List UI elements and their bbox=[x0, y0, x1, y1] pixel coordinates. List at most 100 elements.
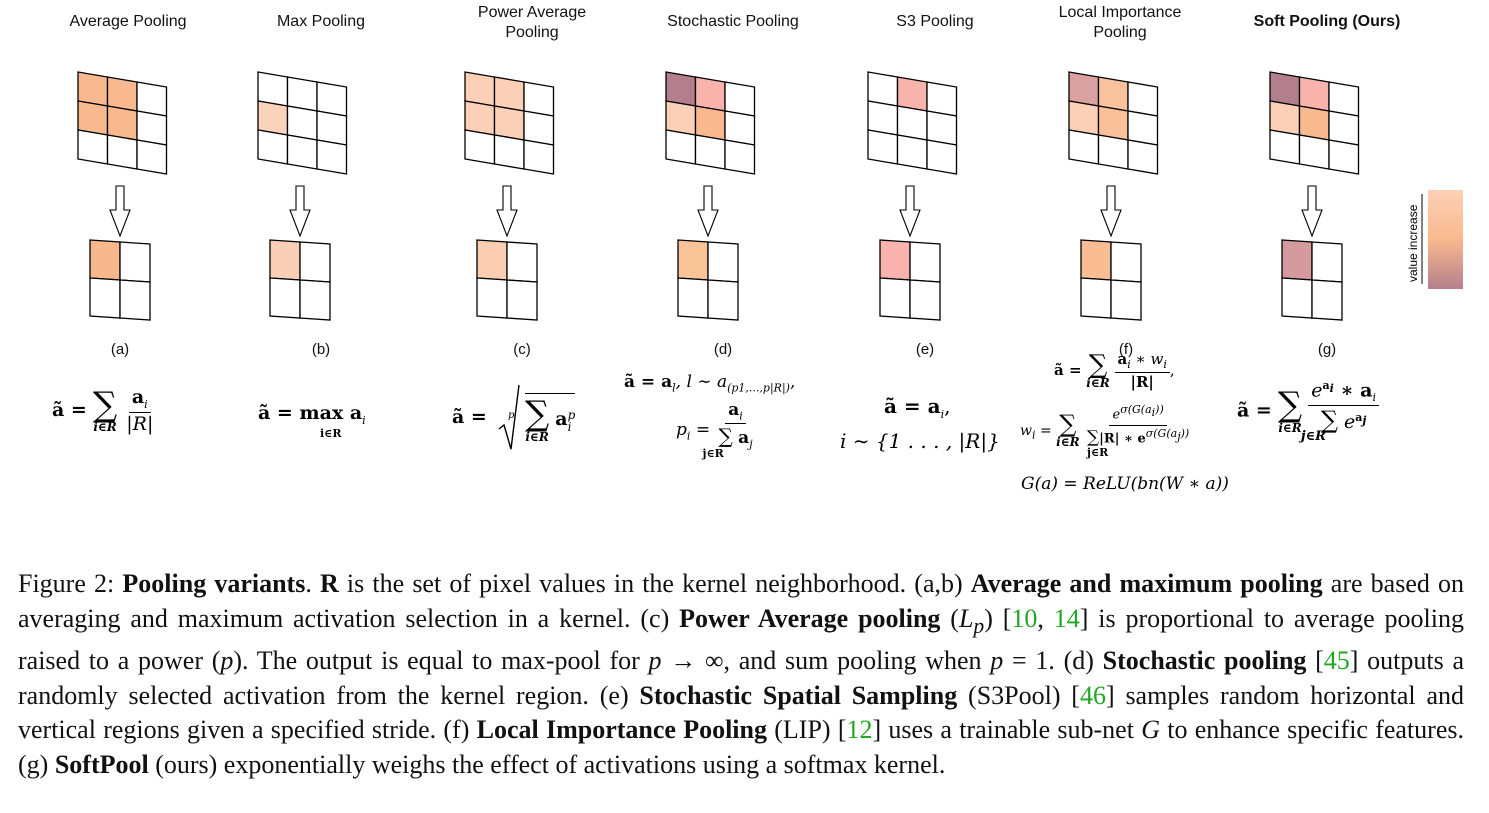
output-cell-f-0-1 bbox=[1110, 241, 1142, 283]
input-cell-b-1-0 bbox=[257, 100, 289, 136]
caption-bold-R: R bbox=[320, 569, 339, 598]
caption-text: to enhance specific features. (g) bbox=[18, 715, 1464, 780]
citation-link[interactable]: 45 bbox=[1323, 645, 1350, 675]
input-cell-b-1-2 bbox=[316, 110, 348, 146]
output-cell-g-1-1 bbox=[1311, 279, 1343, 321]
input-cell-g-1-0 bbox=[1269, 100, 1301, 136]
input-cell-d-2-2 bbox=[724, 139, 756, 175]
caption-text: ] outputs a randomly selected activation… bbox=[18, 645, 1465, 710]
input-cell-g-0-2 bbox=[1328, 81, 1360, 117]
output-cell-c-0-0 bbox=[476, 239, 508, 281]
output-cell-d-1-1 bbox=[707, 279, 739, 321]
equation-e-line2: i ∼ {1 . . . , |R|} bbox=[840, 431, 1000, 451]
down-arrow-c bbox=[496, 185, 518, 238]
eq-c-root-idx: p bbox=[508, 410, 515, 421]
eq-f-line3: G(a) = ReLU(bn(W ∗ a)) bbox=[1021, 474, 1229, 494]
eq-f-lim: i∈R bbox=[1086, 376, 1110, 391]
eq-f-num: a bbox=[1117, 350, 1128, 368]
input-cell-a-2-2 bbox=[136, 139, 168, 175]
down-arrow-b bbox=[289, 185, 311, 238]
input-cell-b-2-1 bbox=[286, 134, 318, 170]
input-cell-f-2-0 bbox=[1068, 129, 1100, 165]
input-cell-b-2-0 bbox=[257, 129, 289, 165]
eq-d-lim: j∈R bbox=[702, 446, 724, 460]
input-cell-d-2-0 bbox=[665, 129, 697, 165]
caption-bold-s3: Stochastic Spatial Sampling bbox=[639, 680, 958, 710]
output-cell-f-0-0 bbox=[1080, 239, 1112, 281]
input-cell-f-2-2 bbox=[1127, 139, 1159, 175]
eq-f-w-num-sup-end: )) bbox=[1155, 403, 1164, 416]
eq-b-lim: i∈R bbox=[320, 427, 342, 440]
citation-link[interactable]: 46 bbox=[1079, 680, 1106, 710]
citation-link[interactable]: 10 bbox=[1011, 603, 1038, 633]
eq-e-line2: i ∼ {1 . . . , |R|} bbox=[840, 429, 1000, 453]
eq-d-eq: = bbox=[695, 419, 711, 440]
sqrt-sign bbox=[498, 384, 520, 450]
output-cell-f-1-1 bbox=[1110, 279, 1142, 321]
equation-d: ã = al, l ∼ a(p1,...,p|R|), bbox=[624, 374, 795, 395]
equation-a: ã = ∑ i∈R ai |R| bbox=[52, 388, 156, 434]
input-cell-g-2-2 bbox=[1328, 139, 1360, 175]
input-cell-a-1-2 bbox=[136, 110, 168, 146]
caption-text: . bbox=[305, 569, 320, 598]
panel-label-b: (b) bbox=[311, 341, 331, 358]
output-cell-e-1-1 bbox=[909, 279, 941, 321]
input-cell-f-0-1 bbox=[1097, 76, 1129, 112]
caption-text: are based on averaging and maximum activ… bbox=[18, 569, 1465, 633]
caption-text: ] samples random horizontal and vertical… bbox=[18, 680, 1465, 745]
input-cell-b-0-2 bbox=[316, 81, 348, 117]
output-cell-a-0-1 bbox=[119, 241, 151, 283]
eq-d-pi: p bbox=[676, 419, 687, 440]
panel-title-a: Average Pooling bbox=[69, 13, 187, 30]
input-cell-g-0-0 bbox=[1269, 71, 1301, 107]
input-cell-f-1-1 bbox=[1097, 105, 1129, 141]
caption-math-p: p bbox=[990, 645, 1004, 675]
caption-text: ( bbox=[940, 603, 959, 633]
eq-f-line1-end: , bbox=[1169, 361, 1175, 379]
output-cell-a-1-0 bbox=[89, 277, 121, 319]
output-cell-f-1-0 bbox=[1080, 277, 1112, 319]
input-cell-c-0-2 bbox=[523, 81, 555, 117]
input-cell-e-2-0 bbox=[867, 129, 899, 165]
input-cell-d-2-1 bbox=[694, 134, 726, 170]
eq-f-lim-2: i∈R bbox=[1056, 435, 1080, 450]
caption-text: ] is proportional to average pooling rai… bbox=[18, 603, 1464, 675]
citation-link[interactable]: 12 bbox=[846, 715, 873, 745]
eq-g-num-rest: ∗ a bbox=[1333, 379, 1373, 402]
citation-link[interactable]: 14 bbox=[1053, 603, 1080, 633]
caption-math-p: p bbox=[648, 645, 662, 675]
input-cell-f-2-1 bbox=[1097, 134, 1129, 170]
panel-label-e: (e) bbox=[915, 341, 935, 358]
input-cell-g-1-1 bbox=[1298, 105, 1330, 141]
input-cell-a-0-0 bbox=[77, 71, 109, 107]
eq-g-lhs: ã = bbox=[1237, 399, 1272, 422]
output-cell-c-1-0 bbox=[476, 277, 508, 319]
equation-b: ã = max ai i∈R bbox=[258, 404, 366, 440]
panel-title-d: Stochastic Pooling bbox=[667, 13, 799, 30]
output-cell-e-0-0 bbox=[879, 239, 911, 281]
output-cell-b-1-0 bbox=[269, 277, 301, 319]
input-cell-c-2-2 bbox=[523, 139, 555, 175]
eq-g-lim: i∈R bbox=[1278, 420, 1302, 435]
caption-math-p: p bbox=[973, 613, 985, 638]
eq-e-line1: ã = a bbox=[884, 394, 941, 418]
output-cell-d-1-0 bbox=[677, 277, 709, 319]
caption-bold-avg-max: Average and maximum pooling bbox=[970, 569, 1323, 598]
panel-label-g: (g) bbox=[1317, 341, 1337, 358]
input-cell-a-1-1 bbox=[106, 105, 138, 141]
input-cell-d-0-2 bbox=[724, 81, 756, 117]
input-cell-a-0-2 bbox=[136, 81, 168, 117]
panel-title-f: Local Importance Pooling bbox=[1058, 4, 1182, 41]
panel-label-a: (a) bbox=[110, 341, 130, 358]
input-cell-a-0-1 bbox=[106, 76, 138, 112]
eq-d-line1-sub: l bbox=[672, 381, 676, 395]
caption-bold-lip: Local Importance Pooling bbox=[476, 715, 767, 745]
input-cell-e-0-1 bbox=[896, 76, 928, 112]
output-cell-d-0-1 bbox=[707, 241, 739, 283]
caption-text: = 1. (d) bbox=[1003, 645, 1103, 675]
equation-d-pi: pi = ai ∑ aj j∈R bbox=[676, 400, 753, 460]
eq-f-w-den-sup-end: )) bbox=[1180, 427, 1190, 441]
eq-a-den: |R| bbox=[126, 412, 154, 435]
input-cell-e-1-1 bbox=[896, 105, 928, 141]
input-cell-g-2-0 bbox=[1269, 129, 1301, 165]
